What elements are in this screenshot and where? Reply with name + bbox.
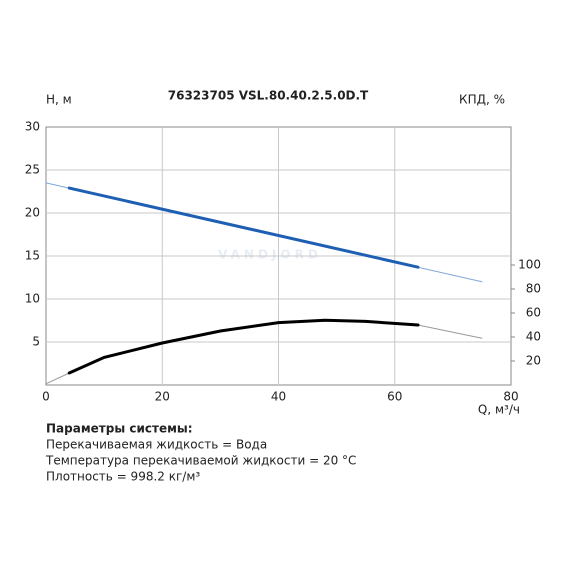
notes-line: Температура перекачиваемой жидкости = 20… [45,454,356,468]
watermark: VANDJORD [218,248,322,262]
y-tick-label: 30 [25,120,40,134]
notes-line: Перекачиваемая жидкость = Вода [46,438,267,452]
y2-tick-label: 60 [526,306,541,320]
y-axis-label: H, м [46,93,72,107]
x-axis-label: Q, м³/ч [478,403,520,417]
y-tick-label: 20 [25,206,40,220]
y-tick-label: 5 [32,335,40,349]
curve [67,318,420,375]
chart-title: 76323705 VSL.80.40.2.5.0D.T [168,89,369,103]
y2-axis-label: КПД, % [459,93,505,107]
x-tick-label: 40 [271,390,286,404]
y-tick-label: 15 [25,249,40,263]
y-tick-label: 25 [25,163,40,177]
y2-tick-label: 40 [526,330,541,344]
y2-tick-label: 20 [526,354,541,368]
y2-tick-label: 100 [518,258,541,272]
notes-heading: Параметры системы: [46,422,193,436]
x-tick-label: 0 [42,390,50,404]
y-tick-label: 10 [25,292,40,306]
x-tick-label: 20 [155,390,170,404]
notes-line: Плотность = 998.2 кг/м³ [46,470,200,484]
y2-tick-label: 80 [526,282,541,296]
x-tick-label: 60 [387,390,402,404]
curve [45,319,483,385]
curve [67,186,420,269]
x-tick-label: 80 [503,390,518,404]
